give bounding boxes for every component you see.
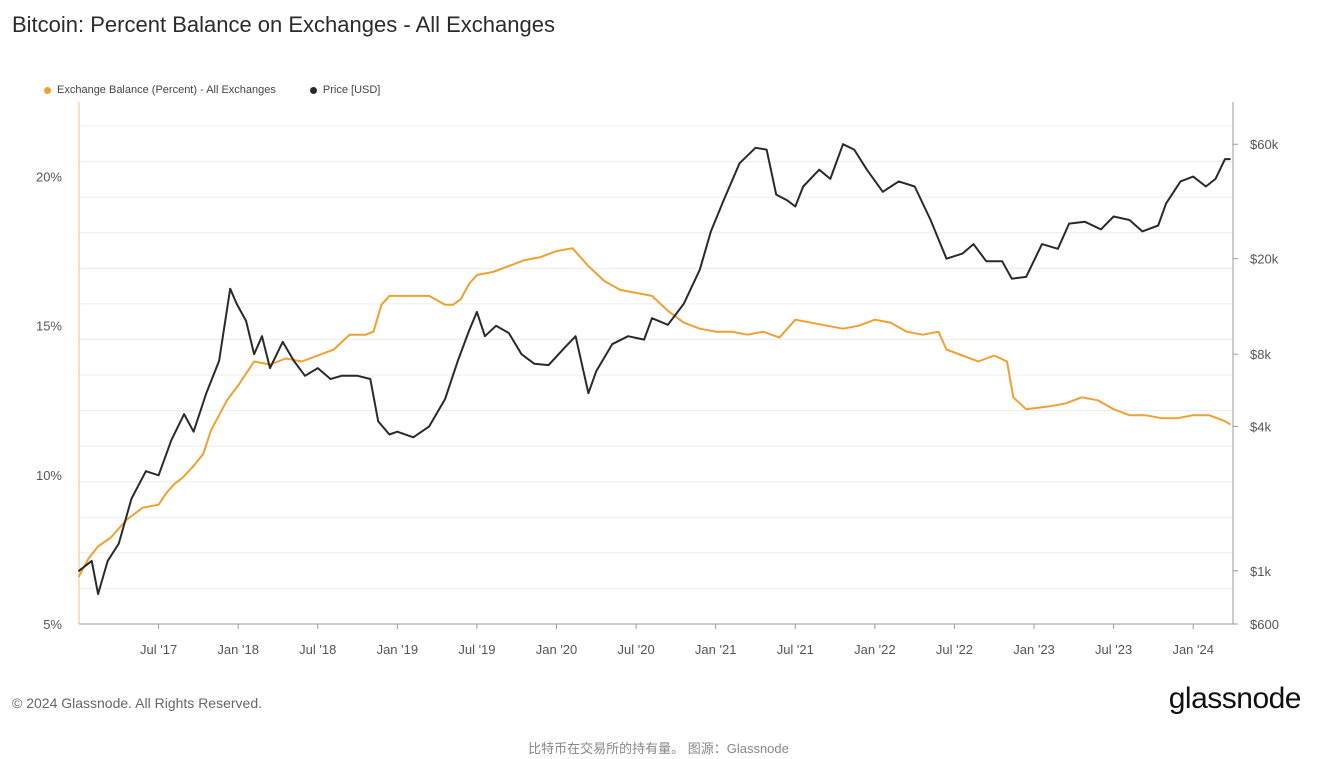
legend-label-price: Price [USD] bbox=[322, 84, 381, 96]
x-tick-label: Jul '17 bbox=[140, 642, 177, 657]
y-right-tick-label: $1k bbox=[1250, 564, 1271, 579]
x-tick-label: Jul '22 bbox=[936, 642, 973, 657]
x-tick-label: Jan '19 bbox=[377, 642, 419, 657]
legend-dot-balance bbox=[44, 86, 51, 94]
series-line-exchange-balance bbox=[78, 247, 1231, 578]
series-line-price bbox=[78, 143, 1231, 595]
x-tick-label: Jul '21 bbox=[777, 642, 814, 657]
copyright-text: © 2024 Glassnode. All Rights Reserved. bbox=[12, 695, 263, 711]
y-right-tick-label: $4k bbox=[1250, 419, 1271, 434]
x-tick-label: Jan '22 bbox=[854, 642, 896, 657]
image-caption: 比特币在交易所的持有量。 图源：Glassnode bbox=[528, 741, 789, 756]
legend-label-balance: Exchange Balance (Percent) - All Exchang… bbox=[57, 84, 276, 96]
x-tick-label: Jan '20 bbox=[536, 642, 578, 657]
x-tick-label: Jul '23 bbox=[1095, 642, 1132, 657]
y-left-tick-label: 10% bbox=[36, 468, 62, 483]
chart-title: Bitcoin: Percent Balance on Exchanges - … bbox=[12, 12, 555, 37]
x-tick-label: Jan '21 bbox=[695, 642, 737, 657]
y-right-tick-label: $20k bbox=[1250, 252, 1279, 267]
y-right-tick-label: $600 bbox=[1250, 617, 1279, 632]
legend: Exchange Balance (Percent) - All Exchang… bbox=[44, 84, 380, 96]
y-left-tick-label: 5% bbox=[43, 617, 62, 632]
y-left-tick-label: 15% bbox=[36, 319, 62, 334]
legend-item-price[interactable]: Price [USD] bbox=[309, 84, 381, 96]
legend-dot-price bbox=[309, 86, 317, 94]
x-tick-label: Jul '20 bbox=[618, 642, 655, 657]
y-right-tick-label: $8k bbox=[1250, 347, 1271, 362]
x-tick-label: Jan '24 bbox=[1172, 642, 1214, 657]
y-left-tick-label: 20% bbox=[36, 170, 62, 185]
x-tick-label: Jul '19 bbox=[458, 642, 495, 657]
chart-svg: Jul '17 Jan '18 Jul '18 Jan '19 Jul '19 Jan '… bbox=[36, 102, 1279, 657]
x-tick-label: Jul '18 bbox=[299, 642, 336, 657]
legend-item-balance[interactable]: Exchange Balance (Percent) - All Exchang… bbox=[44, 84, 276, 96]
x-tick-label: Jan '18 bbox=[217, 642, 259, 657]
x-tick-label: Jan '23 bbox=[1013, 642, 1055, 657]
glassnode-logo: glassnode bbox=[1168, 682, 1302, 715]
y-right-tick-label: $60k bbox=[1250, 137, 1279, 152]
